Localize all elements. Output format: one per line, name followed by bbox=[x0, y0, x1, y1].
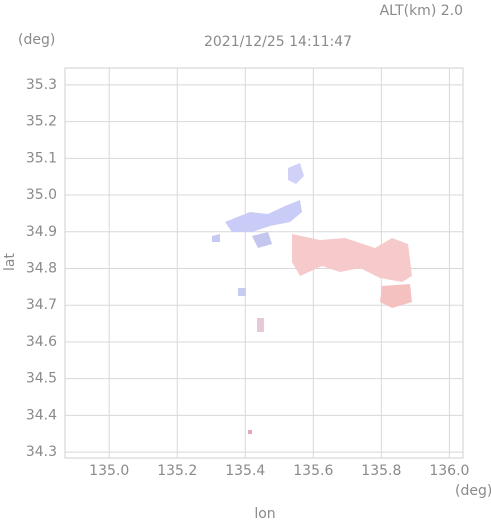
chart-title: 2021/12/25 14:11:47 bbox=[204, 34, 352, 50]
y-tick-label: 35.1 bbox=[26, 150, 57, 166]
y-tick-label: 34.9 bbox=[26, 224, 57, 240]
y-tick-label: 34.3 bbox=[26, 444, 57, 460]
plot-frame bbox=[64, 67, 464, 459]
echo-blue bbox=[225, 200, 302, 232]
y-tick-label: 34.4 bbox=[26, 407, 57, 423]
y-tick-label: 35.0 bbox=[26, 187, 57, 203]
x-axis-label: lon bbox=[254, 506, 275, 521]
x-tick-label: 135.2 bbox=[157, 463, 197, 479]
y-tick-label: 34.7 bbox=[26, 297, 57, 313]
echo-blue bbox=[252, 232, 272, 248]
y-unit: (deg) bbox=[18, 32, 55, 48]
x-tick-label: 135.0 bbox=[89, 463, 129, 479]
echo-red bbox=[380, 284, 412, 308]
echo-blue bbox=[212, 234, 220, 242]
y-axis-label: lat bbox=[2, 253, 18, 271]
y-tick-label: 34.5 bbox=[26, 371, 57, 387]
echo-mixed bbox=[257, 318, 264, 332]
echo-blue bbox=[238, 288, 246, 296]
y-tick-label: 34.8 bbox=[26, 261, 57, 277]
y-tick-label: 35.2 bbox=[26, 114, 57, 130]
y-tick-label: 34.6 bbox=[26, 334, 57, 350]
y-tick-label: 35.3 bbox=[26, 77, 57, 93]
x-tick-label: 135.4 bbox=[225, 463, 265, 479]
echo-mixed bbox=[248, 430, 252, 434]
x-tick-label: 135.8 bbox=[361, 463, 401, 479]
x-tick-label: 136.0 bbox=[429, 463, 469, 479]
echo-blue bbox=[288, 163, 304, 184]
radar-echoes bbox=[212, 163, 412, 434]
echo-red bbox=[292, 234, 412, 282]
altitude-label: ALT(km) 2.0 bbox=[380, 3, 463, 19]
x-unit: (deg) bbox=[455, 483, 491, 499]
plot-area bbox=[64, 67, 464, 459]
x-tick-label: 135.6 bbox=[293, 463, 333, 479]
